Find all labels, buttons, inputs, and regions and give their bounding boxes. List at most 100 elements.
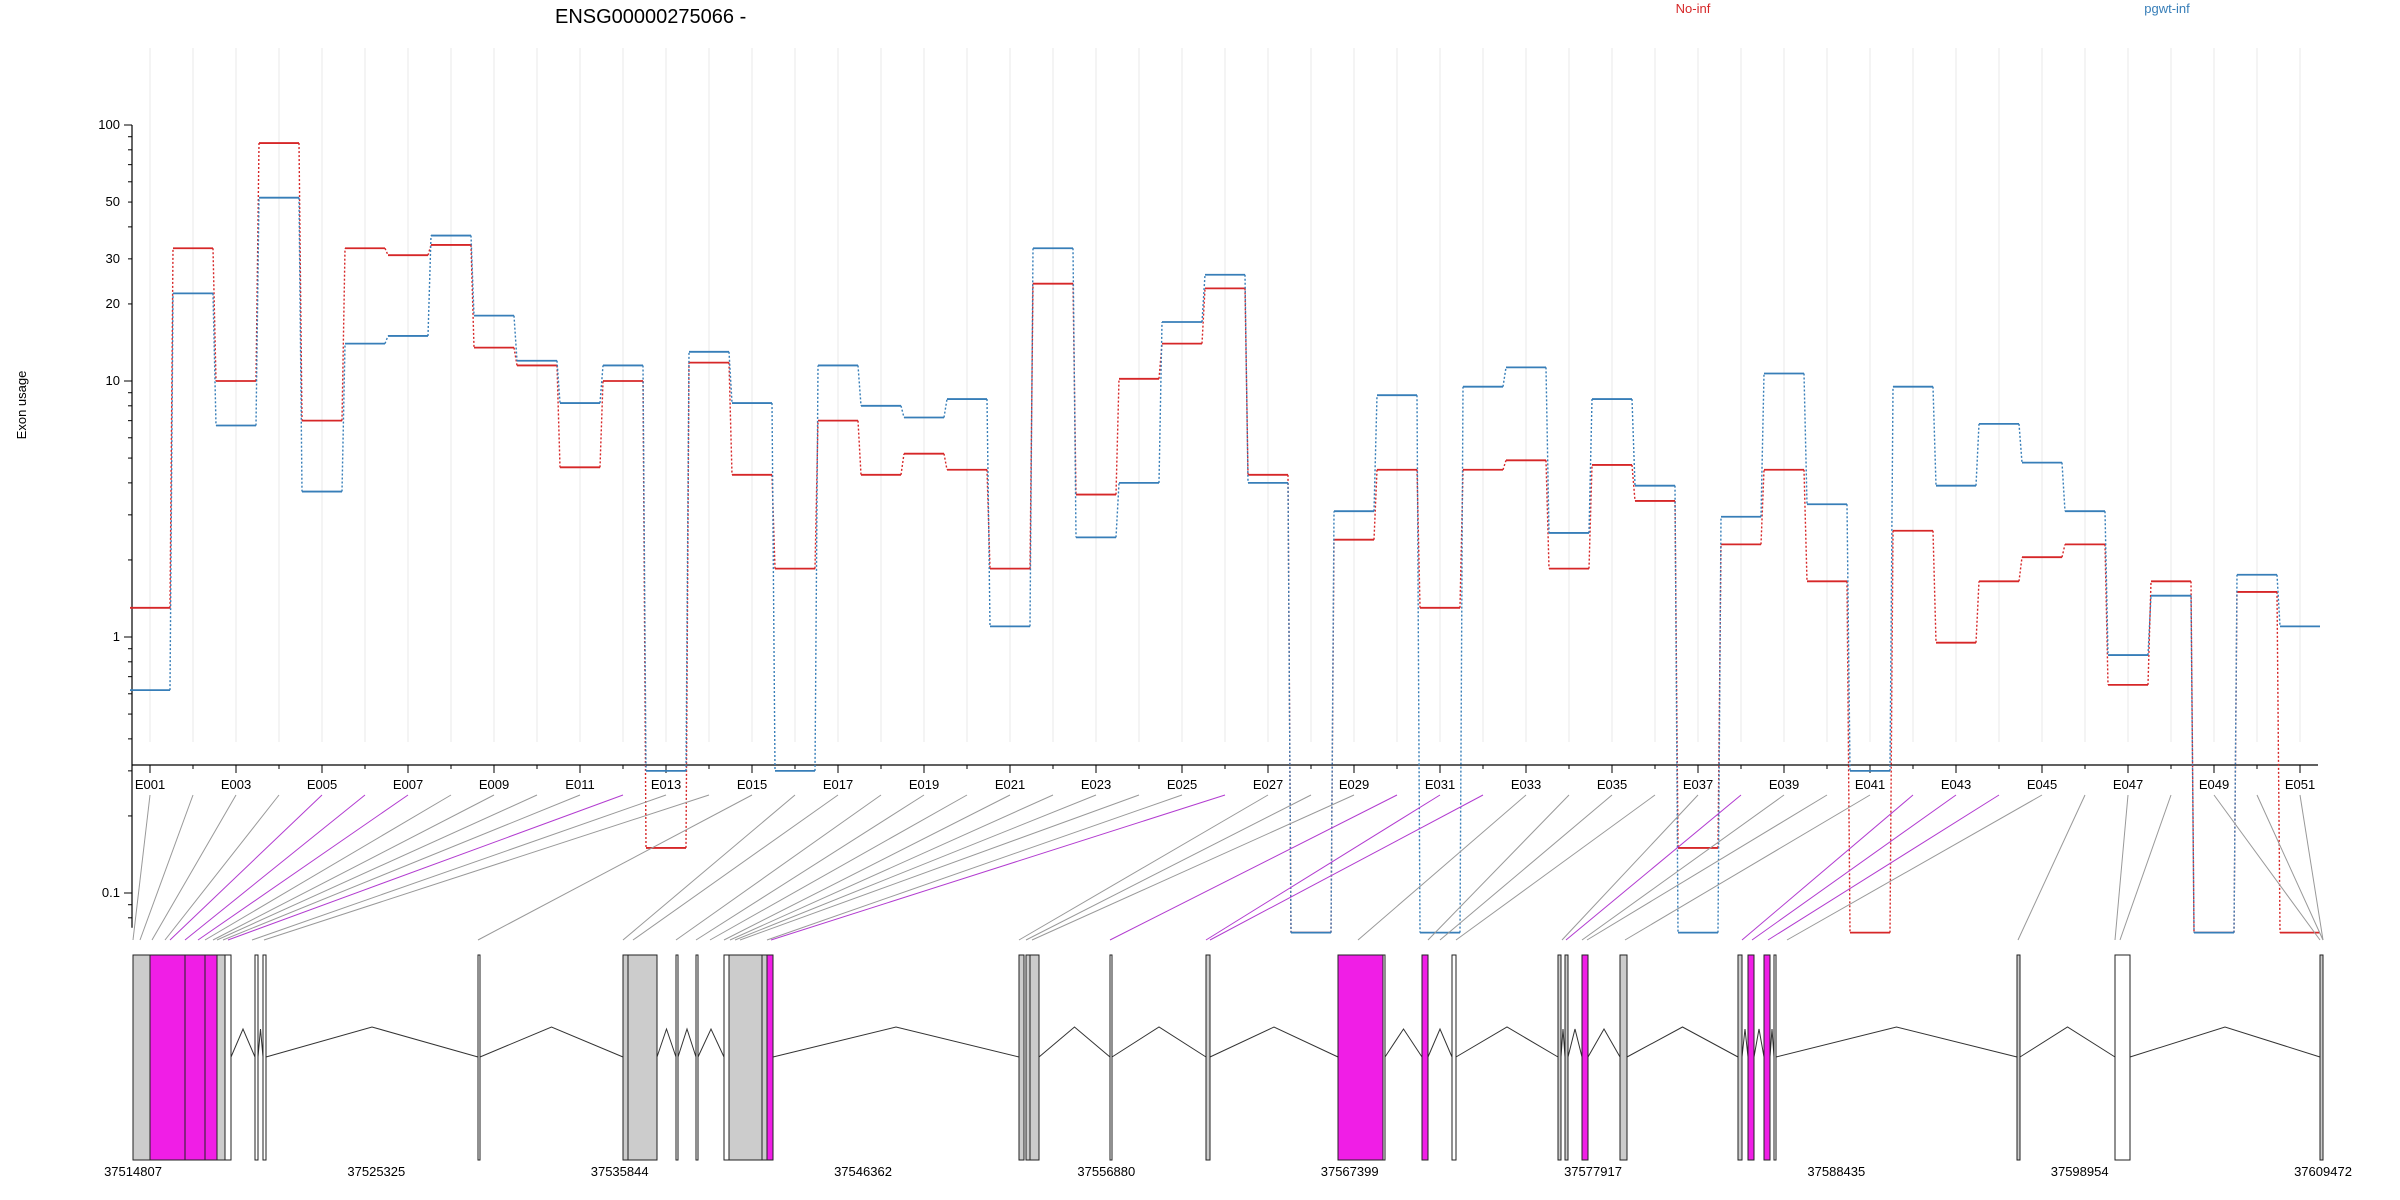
- exon-connector: [1031, 794, 1355, 941]
- x-tick-label: E005: [307, 777, 337, 792]
- connector-segment: [1760, 469, 1765, 545]
- coordinate-label: 37577917: [1564, 1164, 1622, 1179]
- legend-entry-pgwt-inf: pgwt-inf: [2144, 1, 2190, 16]
- exon-connector: [2119, 794, 2172, 941]
- exon-block: [204, 954, 218, 1161]
- connector-segment: [771, 403, 776, 771]
- exon-connector: [184, 794, 366, 941]
- exon-connector: [695, 794, 925, 941]
- y-tick-label: 100: [98, 117, 120, 132]
- y-axis-label: Exon usage: [14, 371, 29, 440]
- x-tick-label: E017: [823, 777, 853, 792]
- exon-connector: [151, 794, 237, 941]
- y-tick-label: 0.1: [102, 885, 120, 900]
- chart-title: ENSG00000275066 -: [555, 6, 746, 28]
- exon-connector: [770, 794, 1226, 941]
- exon-block: [184, 954, 206, 1161]
- connector-segment: [2061, 462, 2066, 512]
- exon-block: [1018, 954, 1025, 1161]
- connector-segment: [1932, 386, 1937, 486]
- coordinate-label: 37514807: [104, 1164, 162, 1179]
- connector-segment: [1588, 464, 1593, 569]
- exon-connector: [1741, 794, 1914, 941]
- exon-connector-lines: [132, 794, 2324, 941]
- connector-segment: [685, 362, 690, 848]
- coordinate-label: 37609472: [2294, 1164, 2352, 1179]
- connector-segment: [2190, 595, 2195, 933]
- exon-block: [2319, 954, 2324, 1161]
- exon-block: [627, 954, 658, 1161]
- connector-segment: [1158, 321, 1163, 483]
- intron-line: [230, 1027, 256, 1058]
- connector-segment: [900, 405, 905, 418]
- x-tick-label: E033: [1511, 777, 1541, 792]
- exon-connector: [197, 794, 409, 941]
- exon-block: [477, 954, 481, 1161]
- connector-segment: [384, 335, 389, 344]
- connector-segment: [384, 247, 389, 256]
- connector-segment: [642, 365, 647, 771]
- x-tick-label: E011: [565, 777, 594, 792]
- coordinate-label: 37588435: [1807, 1164, 1865, 1179]
- connector-segment: [1416, 395, 1421, 933]
- connector-segment: [728, 351, 733, 404]
- exon-block: [132, 954, 151, 1161]
- exon-connector: [1786, 794, 2043, 941]
- intron-line: [1111, 1026, 1207, 1058]
- connector-segment: [470, 235, 475, 316]
- connector-segment: [1459, 386, 1464, 933]
- x-tick-label: E007: [393, 777, 423, 792]
- exon-connector: [477, 794, 753, 941]
- exon-block: [1773, 954, 1777, 1161]
- exon-block: [262, 954, 267, 1161]
- connector-segment: [2233, 574, 2238, 933]
- exon-block: [216, 954, 226, 1161]
- connector-segment: [1502, 367, 1507, 387]
- connector-segment: [1373, 469, 1378, 540]
- connector-segment: [1889, 386, 1894, 771]
- exon-block: [149, 954, 186, 1161]
- exon-connector: [1439, 794, 1613, 941]
- exon-block: [761, 954, 768, 1161]
- x-tick-label: E051: [2285, 777, 2315, 792]
- exon-connector: [734, 794, 1097, 941]
- x-tick-label: E035: [1597, 777, 1627, 792]
- exon-connector: [2256, 794, 2324, 941]
- exon-block: [1564, 954, 1569, 1161]
- y-tick-label: 20: [106, 296, 120, 311]
- legend-entry-no-inf: No-inf: [1676, 1, 1711, 16]
- exon-connector: [1767, 794, 2000, 941]
- intron-line: [1427, 1027, 1453, 1058]
- exon-connector: [139, 794, 194, 941]
- exon-connector: [1624, 794, 1871, 941]
- exon-connector: [709, 794, 968, 941]
- connector-segment: [255, 197, 260, 426]
- connector-segment: [341, 248, 346, 421]
- y-tick-label: 10: [106, 373, 120, 388]
- connector-segment: [470, 244, 475, 348]
- connector-segment: [1846, 504, 1851, 771]
- connector-segment: [1975, 423, 1980, 486]
- connector-segment: [1416, 469, 1421, 608]
- connector-segment: [298, 197, 303, 492]
- connector-segment: [2276, 591, 2281, 933]
- intron-line: [1209, 1026, 1339, 1058]
- exon-block: [1451, 954, 1457, 1161]
- x-tick-label: E023: [1081, 777, 1111, 792]
- exon-block: [622, 954, 629, 1161]
- intron-line: [1626, 1026, 1739, 1058]
- x-tick-label: E009: [479, 777, 509, 792]
- coordinate-label: 37556880: [1077, 1164, 1135, 1179]
- exon-block: [1025, 954, 1031, 1161]
- exon-block: [728, 954, 763, 1161]
- exon-block: [1747, 954, 1755, 1161]
- connector-segment: [943, 453, 948, 470]
- connector-segment: [2147, 595, 2152, 656]
- exon-connector: [729, 794, 1054, 941]
- intron-line: [1560, 1028, 1566, 1058]
- exon-connector: [1427, 794, 1570, 941]
- connector-segment: [1803, 373, 1808, 505]
- connector-segment: [2018, 423, 2023, 463]
- connector-segment: [1287, 482, 1292, 933]
- connector-segment: [513, 347, 518, 366]
